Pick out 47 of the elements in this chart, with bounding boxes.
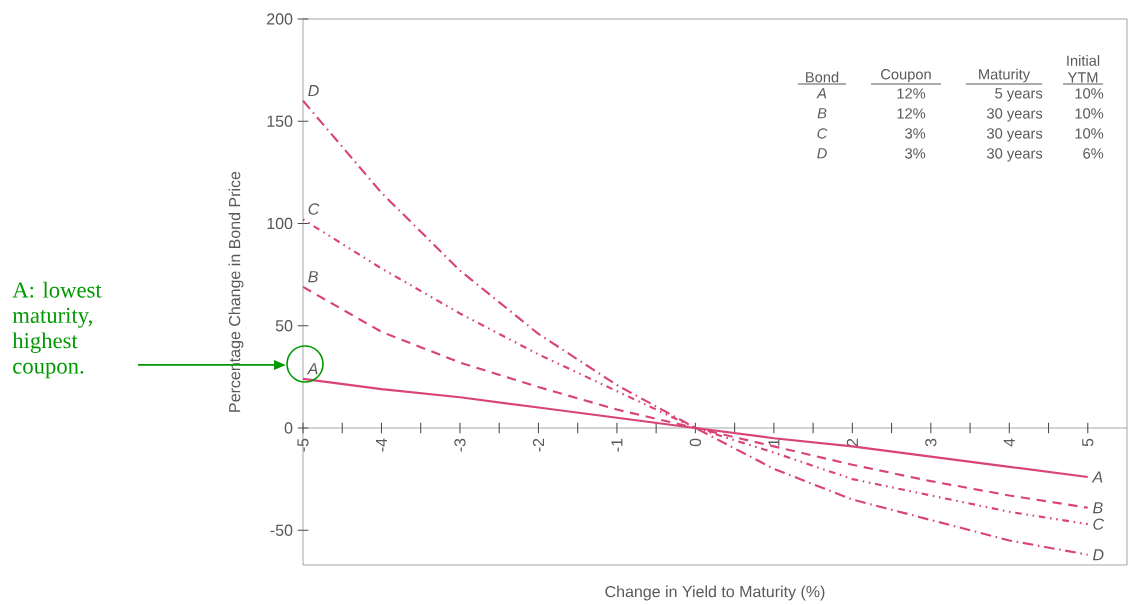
y-tick-label: 0 [284, 422, 293, 434]
annotation: 3% [905, 128, 926, 139]
series-label: A [1091, 471, 1103, 483]
annotation: Maturity [979, 68, 1031, 83]
x-tick-label: 4 [1003, 438, 1015, 447]
annotation: 10% [1075, 108, 1104, 119]
annotation: 10% [1075, 128, 1104, 139]
annotation: 30 years [987, 108, 1043, 122]
text: C [308, 203, 320, 215]
text: A: lowest maturity, highest coupon. [12, 281, 102, 379]
series-label: D [1092, 549, 1104, 561]
x-tick-label: 5 [1082, 438, 1094, 447]
text: B [308, 271, 318, 283]
text: A [306, 363, 318, 375]
x-tick-label: -2 [532, 438, 545, 452]
annotation: A [816, 88, 827, 99]
annotation: 12% [897, 108, 926, 119]
annotation: 30 years [987, 148, 1043, 162]
x-tick-label: -5 [297, 438, 309, 452]
y-tick-label: 200 [267, 13, 293, 25]
x-tick-label: -1 [611, 438, 623, 452]
annotation: Coupon [881, 69, 931, 83]
annotation: C [817, 128, 828, 139]
annotation: D [817, 148, 827, 159]
annotation: 12% [897, 88, 926, 99]
y-tick-label: 100 [267, 217, 293, 230]
annotation: Initial YTM [1067, 55, 1100, 83]
annotation: Bond [806, 71, 839, 83]
annotation: 6% [1083, 148, 1104, 159]
annotation: 5 years [995, 88, 1043, 102]
y-tick-label: 150 [267, 115, 293, 127]
series-label: C [1093, 518, 1105, 530]
x-axis-title: Change in Yield to Maturity (%) [605, 585, 825, 601]
annotation: 10% [1075, 88, 1104, 99]
y-tick-label: -50 [270, 524, 293, 536]
y-axis-title: Percentage Change in Bond Price [228, 171, 244, 412]
annotation: 30 years [987, 128, 1043, 142]
x-tick-label: 3 [925, 438, 937, 447]
text: D [308, 85, 319, 97]
series-label: B [1092, 502, 1103, 514]
x-tick-label: -4 [375, 438, 387, 452]
annotation: 3% [905, 148, 926, 159]
y-tick-label: 50 [275, 320, 293, 332]
x-tick-label: -3 [454, 438, 466, 452]
annotation: B [817, 108, 827, 119]
x-tick-label: 1 [768, 438, 780, 446]
x-tick-label: 0 [689, 438, 702, 447]
